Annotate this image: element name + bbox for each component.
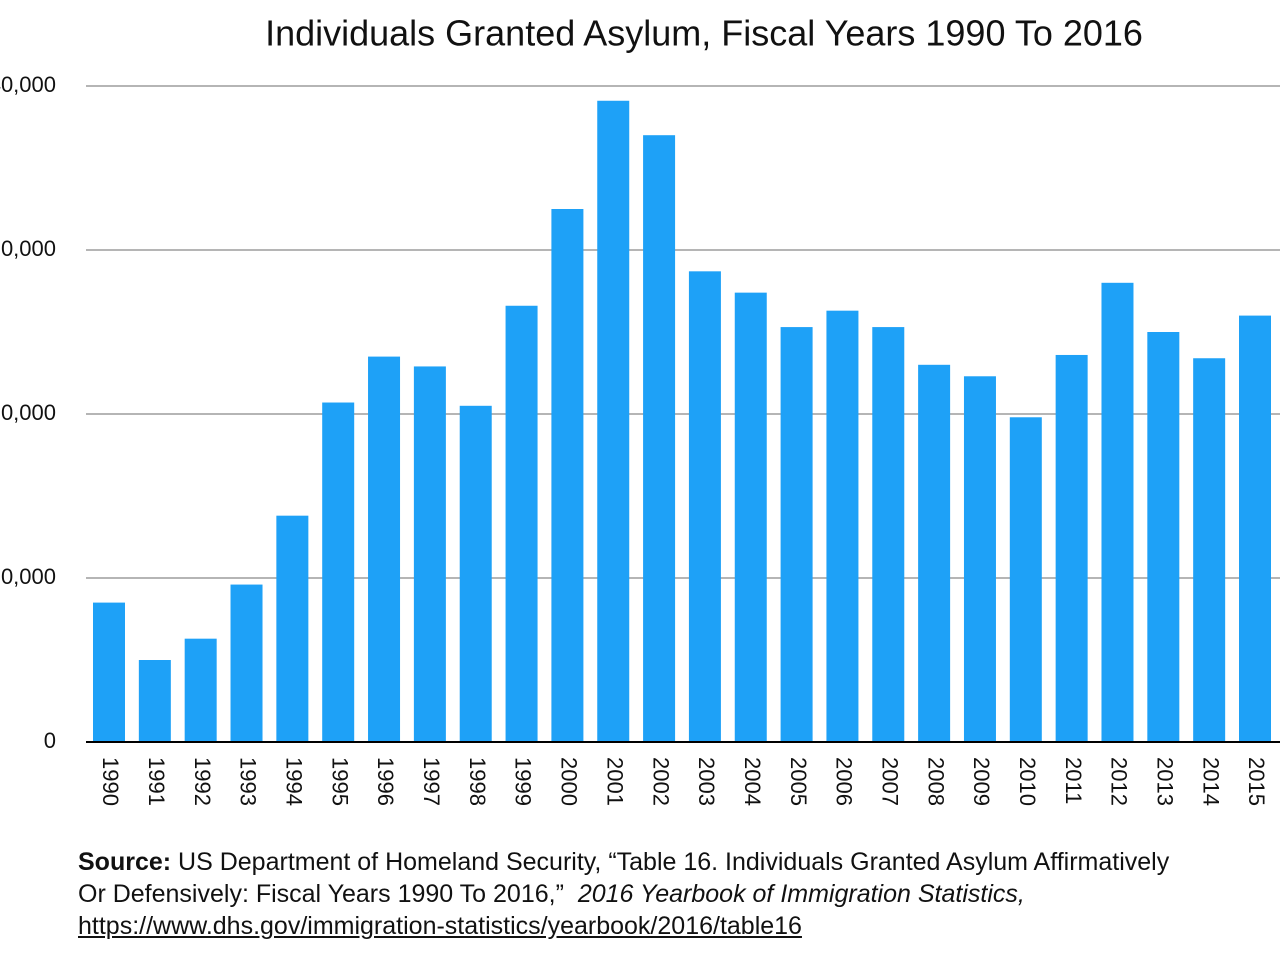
x-tick-label: 2000 [557,757,582,806]
x-tick-label: 1993 [236,757,261,806]
source-text: US Department of Homeland Security, “Tab… [178,848,1170,876]
x-tick-label: 1997 [419,757,444,806]
bar [138,660,171,742]
bar [505,305,538,742]
bar [688,271,721,742]
source-note: Source: US Department of Homeland Securi… [78,846,1169,942]
x-tick-label: 2009 [969,757,994,806]
bar [918,364,951,742]
bar [184,638,217,742]
y-tick-label: 20,000 [0,400,56,425]
source-url: https://www.dhs.gov/immigration-statisti… [78,912,802,940]
source-label: Source: [78,848,172,876]
x-tick-label: 1990 [98,757,123,806]
x-tick-label: 2008 [923,757,948,806]
y-tick-label: 40,000 [0,72,56,97]
bar [276,515,309,742]
bar [1009,417,1042,742]
bar [734,292,767,742]
x-tick-label: 2005 [786,757,811,806]
y-tick-label: 10,000 [0,564,56,589]
x-tick-label: 1995 [327,757,352,806]
source-line: https://www.dhs.gov/immigration-statisti… [78,910,1169,942]
bar [551,209,584,742]
bar [872,327,905,742]
bar [1055,354,1088,742]
x-tick-label: 2001 [602,757,627,806]
bar [230,584,263,742]
bar [1147,332,1180,742]
bar [368,356,401,742]
bar [459,405,492,742]
bar [780,327,813,742]
x-tick-label: 2006 [832,757,857,806]
y-tick-label: 0 [44,728,56,753]
x-tick-label: 2015 [1244,757,1269,806]
bar [1101,282,1134,742]
bar [963,376,996,742]
x-tick-label: 2010 [1015,757,1040,806]
x-tick-label: 1994 [282,757,307,806]
x-tick-label: 2007 [877,757,902,806]
bar [413,366,446,742]
source-line: Source: US Department of Homeland Securi… [78,846,1169,878]
x-tick-label: 1998 [465,757,490,806]
bar [322,402,355,742]
chart-title: Individuals Granted Asylum, Fiscal Years… [265,13,1143,54]
x-tick-label: 2011 [1061,757,1086,804]
bar [93,602,125,742]
bar [1239,315,1271,742]
x-tick-label: 2004 [740,757,765,806]
bar [826,310,859,742]
x-tick-label: 1992 [190,757,215,806]
x-tick-label: 2014 [1198,757,1223,806]
y-tick-label: 30,000 [0,236,56,261]
bar [1193,358,1226,742]
source-publication: 2016 Yearbook of Immigration Statistics, [577,880,1025,908]
bar [643,135,676,742]
chart: Individuals Granted Asylum, Fiscal Years… [0,13,1280,806]
x-tick-label: 2013 [1153,757,1178,806]
source-text: Or Defensively: Fiscal Years 1990 To 201… [78,880,564,908]
x-tick-label: 1991 [144,757,169,806]
bar [597,100,630,742]
source-line: Or Defensively: Fiscal Years 1990 To 201… [78,878,1169,910]
x-tick-label: 2012 [1107,757,1132,806]
x-tick-label: 2002 [648,757,673,806]
x-tick-label: 2003 [694,757,719,806]
x-tick-label: 1996 [373,757,398,806]
x-tick-label: 1999 [511,757,536,806]
